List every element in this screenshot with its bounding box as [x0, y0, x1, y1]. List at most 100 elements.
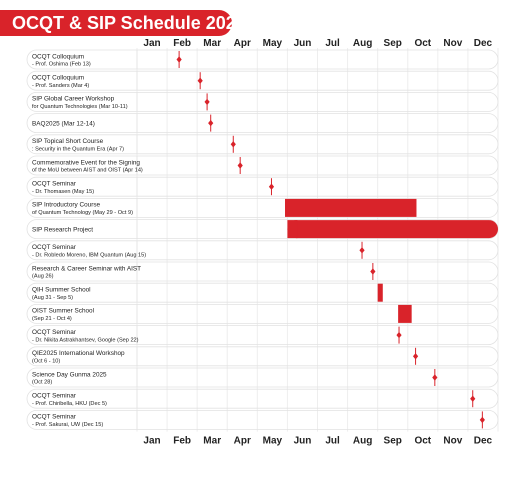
- event-row: [26, 70, 499, 91]
- month-label-top: Aug: [353, 38, 372, 49]
- month-label-top: Apr: [234, 38, 251, 49]
- page-title: OCQT & SIP Schedule 2025: [12, 13, 246, 33]
- event-label: SIP Introductory Course: [32, 202, 101, 209]
- event-row: [26, 346, 499, 367]
- event-milestone: [237, 162, 243, 169]
- event-sublabel: : Security in the Quantum Era (Apr 7): [32, 147, 124, 153]
- event-row: [26, 49, 499, 70]
- event-sublabel: - Prof. Chiribella, HKU (Dec 5): [32, 401, 107, 407]
- event-sublabel: (Aug 26): [32, 274, 54, 280]
- event-milestone: [479, 416, 485, 424]
- event-sublabel: - Prof. Oshima (Feb 13): [32, 62, 91, 68]
- event-label: Research & Career Seminar with AIST: [32, 265, 141, 272]
- event-milestone: [176, 56, 182, 63]
- event-label: SIP Topical Short Course: [32, 138, 104, 145]
- month-label-bottom: Jun: [294, 436, 312, 447]
- event-milestone: [470, 395, 476, 402]
- month-label-bottom: Dec: [474, 436, 493, 447]
- month-label-bottom: Nov: [443, 436, 462, 447]
- event-milestone: [359, 247, 365, 254]
- event-bar: [398, 304, 412, 323]
- event-milestone: [204, 98, 210, 106]
- month-label-bottom: Oct: [414, 436, 431, 447]
- event-label: QIH Summer School: [32, 287, 91, 294]
- event-row: [26, 197, 499, 218]
- event-bar: [285, 198, 417, 217]
- event-milestone: [208, 119, 214, 127]
- event-rows: OCQT Colloquium - Prof. Oshima (Feb 13) OC…: [26, 49, 499, 430]
- event-row: [26, 367, 499, 388]
- month-label-bottom: Jul: [325, 436, 340, 447]
- month-label-top: Oct: [414, 38, 431, 49]
- month-label-bottom: Apr: [234, 436, 251, 447]
- event-sublabel: - Prof. Sakurai, UW (Dec 15): [32, 422, 103, 428]
- event-label: OCQT Colloquium: [32, 53, 84, 60]
- grid-lines: [136, 48, 499, 432]
- event-sublabel: (Oct 28): [32, 380, 52, 386]
- event-label: OCQT Seminar: [32, 414, 77, 421]
- month-label-top: Mar: [203, 38, 221, 49]
- month-label-bottom: Sep: [384, 436, 402, 447]
- event-label: Science Day Gunma 2025: [32, 371, 107, 378]
- event-row: [26, 325, 499, 346]
- title-banner: OCQT & SIP Schedule 2025: [0, 10, 246, 36]
- month-label-bottom: Feb: [173, 436, 191, 447]
- event-label: OCQT Seminar: [32, 329, 77, 336]
- event-sublabel: (Aug 31 - Sep 5): [32, 295, 73, 301]
- month-label-bottom: Mar: [203, 436, 221, 447]
- month-label-bottom: May: [263, 436, 283, 447]
- month-label-top: Dec: [474, 38, 493, 49]
- event-bar: [377, 283, 383, 302]
- event-row: [26, 176, 499, 197]
- event-row: [26, 282, 499, 303]
- month-label-top: Nov: [443, 38, 462, 49]
- event-row: [26, 409, 499, 430]
- event-sublabel: for Quantum Technologies (Mar 10-11): [32, 104, 128, 110]
- event-bar-cap: [287, 220, 298, 239]
- event-sublabel: - Dr. Thomasen (May 15): [32, 189, 94, 195]
- event-label: SIP Research Project: [32, 226, 93, 233]
- month-label-top: Jan: [143, 38, 160, 49]
- event-bar: [287, 220, 498, 239]
- event-milestone: [268, 183, 275, 190]
- event-milestone: [432, 374, 438, 381]
- event-row: [26, 113, 499, 133]
- month-label-top: May: [263, 38, 283, 49]
- event-milestone: [370, 268, 376, 275]
- month-label-bottom: Jan: [143, 436, 160, 447]
- month-label-top: Jul: [325, 38, 340, 49]
- month-label-bottom: Aug: [353, 436, 372, 447]
- event-sublabel: (Oct 6 - 10): [32, 359, 60, 365]
- event-row: [26, 240, 499, 261]
- event-milestone: [412, 353, 419, 360]
- event-row: [26, 303, 499, 324]
- event-sublabel: - Dr. Robledo Moreno, IBM Quantum (Aug 1…: [32, 253, 146, 259]
- event-sublabel: of Quantum Technology (May 29 - Oct 9): [32, 210, 133, 216]
- event-milestone: [230, 141, 236, 148]
- event-row: [26, 261, 499, 282]
- event-milestone: [396, 331, 402, 339]
- month-axis-top: Jan Feb Mar Apr May Jun Jul Aug Sep Oct Nov Dec: [143, 38, 492, 49]
- event-row: [26, 155, 499, 176]
- month-label-top: Feb: [173, 38, 191, 49]
- event-milestone: [197, 77, 203, 84]
- event-label: QIE2025 International Workshop: [32, 350, 125, 357]
- event-label: SIP Global Career Workshop: [32, 96, 115, 103]
- event-label: OCQT Seminar: [32, 393, 77, 400]
- event-sublabel: of the MoU between AIST and OIST (Apr 14…: [32, 168, 143, 174]
- event-marks: [176, 51, 498, 429]
- event-sublabel: (Sep 21 - Oct 4): [32, 316, 72, 322]
- event-label: OCQT Colloquium: [32, 75, 84, 82]
- event-label: OCQT Seminar: [32, 181, 77, 188]
- event-label: BAQ2025 (Mar 12-14): [32, 120, 95, 127]
- event-sublabel: - Prof. Sanders (Mar 4): [32, 83, 89, 89]
- event-sublabel: - Dr. Nikita Astrakhantsev, Google (Sep …: [32, 337, 139, 343]
- month-label-top: Sep: [384, 38, 402, 49]
- event-row: [26, 92, 499, 112]
- event-label: Commemorative Event for the Signing: [32, 159, 140, 166]
- event-row: [26, 388, 499, 409]
- month-label-top: Jun: [294, 38, 312, 49]
- event-row: [26, 134, 499, 155]
- month-axis-bottom: Jan Feb Mar Apr May Jun Jul Aug Sep Oct Nov Dec: [143, 436, 492, 447]
